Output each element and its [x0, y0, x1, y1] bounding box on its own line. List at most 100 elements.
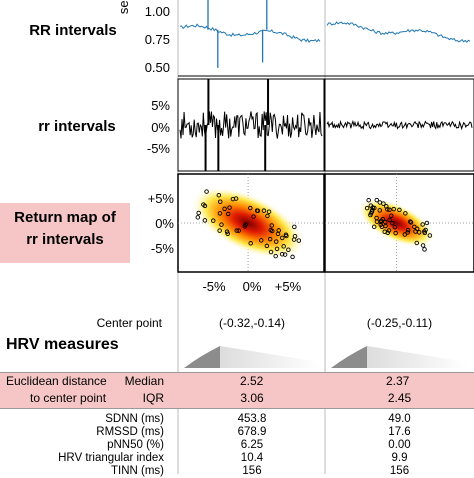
return-map-point — [236, 228, 241, 233]
metric-value: 10.4 — [240, 452, 264, 464]
return-map-point — [264, 243, 270, 249]
return-map-point — [248, 241, 253, 246]
return-map-point — [420, 243, 426, 248]
return-map-point — [234, 228, 239, 233]
rr-lower-ytick-3: -5% — [146, 141, 170, 156]
rr-intervals-label: RR intervals — [29, 22, 117, 39]
rr-ytick-1: 1.00 — [144, 4, 170, 19]
return-map-ytick-1: +5% — [147, 191, 174, 206]
metric-value: 453.8 — [237, 413, 267, 425]
return-map-point — [276, 228, 281, 233]
metric-label: TINN (ms) — [110, 465, 164, 477]
return-map-point — [204, 189, 209, 194]
metric-label: SDNN (ms) — [105, 413, 164, 425]
return-map-point — [222, 206, 227, 212]
return-map-point — [291, 237, 297, 242]
rr-lower-ytick-2: 0% — [151, 120, 170, 135]
return-map-point — [382, 229, 387, 234]
return-map-point — [274, 246, 280, 252]
return-map-xtick-2: 0% — [242, 279, 262, 294]
return-map-point — [261, 208, 267, 213]
return-map-point — [369, 209, 375, 214]
return-map-point — [290, 254, 295, 260]
rr-ytick-3: 0.50 — [144, 60, 170, 75]
return-map-label: Return map of rr intervals — [0, 203, 130, 263]
euclid-iqr-label: IQR — [142, 391, 164, 405]
euclid-median-label: Median — [124, 374, 164, 388]
return-map-point — [405, 227, 411, 233]
return-map-point — [387, 207, 392, 212]
metric-label: RMSSD (ms) — [96, 426, 164, 438]
rr-lower-ytick-1: 5% — [151, 98, 170, 113]
return-map-point — [227, 205, 232, 210]
return-map-point — [267, 236, 273, 242]
return-map-point — [292, 224, 297, 230]
return-map-point — [217, 211, 223, 216]
metric-value: 9.9 — [391, 452, 408, 464]
rr-lower-intervals-label: rr intervals — [38, 118, 116, 135]
rr-series-line-2 — [326, 21, 471, 43]
rr-lower-frame-2 — [324, 78, 474, 172]
return-map-point — [374, 197, 380, 203]
return-map-point — [379, 224, 385, 230]
return-map-point — [255, 208, 261, 214]
return-map-point — [407, 219, 413, 224]
return-map-point — [405, 230, 410, 235]
euclid-highlight — [0, 372, 474, 409]
return-map-point — [403, 211, 408, 216]
return-map-point — [248, 205, 253, 211]
return-map-ytick-3: -5% — [150, 241, 174, 256]
return-map-point — [273, 253, 278, 259]
return-map-point — [281, 244, 286, 249]
return-map-point — [392, 224, 398, 230]
return-map-point — [408, 220, 414, 225]
return-map-point — [420, 222, 425, 227]
return-map-point — [422, 229, 427, 234]
metric-label: HRV triangular index — [58, 452, 164, 464]
return-map-point — [266, 209, 272, 214]
return-map-point — [370, 205, 376, 210]
metric-value: 49.0 — [388, 413, 411, 425]
rr-lower-frame-1 — [177, 78, 325, 172]
return-map-point — [385, 207, 390, 212]
return-map-point — [364, 205, 370, 211]
return-map-point — [225, 231, 230, 237]
return-map-point — [380, 216, 386, 222]
return-map-point — [391, 206, 396, 212]
euclid-label-line1: Euclidean distance — [6, 374, 107, 388]
return-map-point — [279, 251, 285, 257]
return-map-point — [230, 196, 236, 202]
return-map-point — [196, 210, 201, 216]
return-map-point — [412, 224, 417, 230]
return-map-point — [225, 211, 231, 217]
return-map-point — [258, 238, 264, 243]
return-map-point — [390, 220, 395, 226]
distribution-dark-2 — [331, 346, 367, 368]
return-map-point — [268, 249, 274, 255]
return-map-point — [202, 203, 208, 209]
rr-lower-series-1 — [179, 111, 323, 139]
return-map-point — [386, 228, 392, 233]
return-map-point — [202, 218, 208, 223]
euclid-iqr-value-2: 2.45 — [387, 391, 412, 405]
return-map-point — [210, 218, 216, 223]
metric-value: 17.6 — [388, 426, 411, 438]
center-point-label: Center point — [96, 316, 162, 330]
hrv-measures-title: HRV measures — [6, 336, 119, 353]
return-map-point — [422, 247, 427, 252]
euclid-label-line2: to center point — [30, 391, 107, 405]
metric-value: 0.00 — [388, 439, 411, 451]
return-map-point — [389, 213, 394, 219]
return-map-point — [265, 213, 270, 219]
return-map-point — [296, 238, 302, 243]
rr-series-line-1 — [179, 23, 321, 44]
return-map-point — [387, 217, 392, 223]
metric-value: 6.25 — [240, 439, 264, 451]
return-map-point — [269, 228, 275, 234]
rr-lower-series-2 — [326, 119, 473, 131]
return-map-point — [402, 232, 408, 237]
return-map-point — [217, 228, 222, 233]
return-map-point — [219, 222, 224, 227]
return-map-point — [217, 199, 223, 204]
return-map-point — [251, 214, 256, 219]
